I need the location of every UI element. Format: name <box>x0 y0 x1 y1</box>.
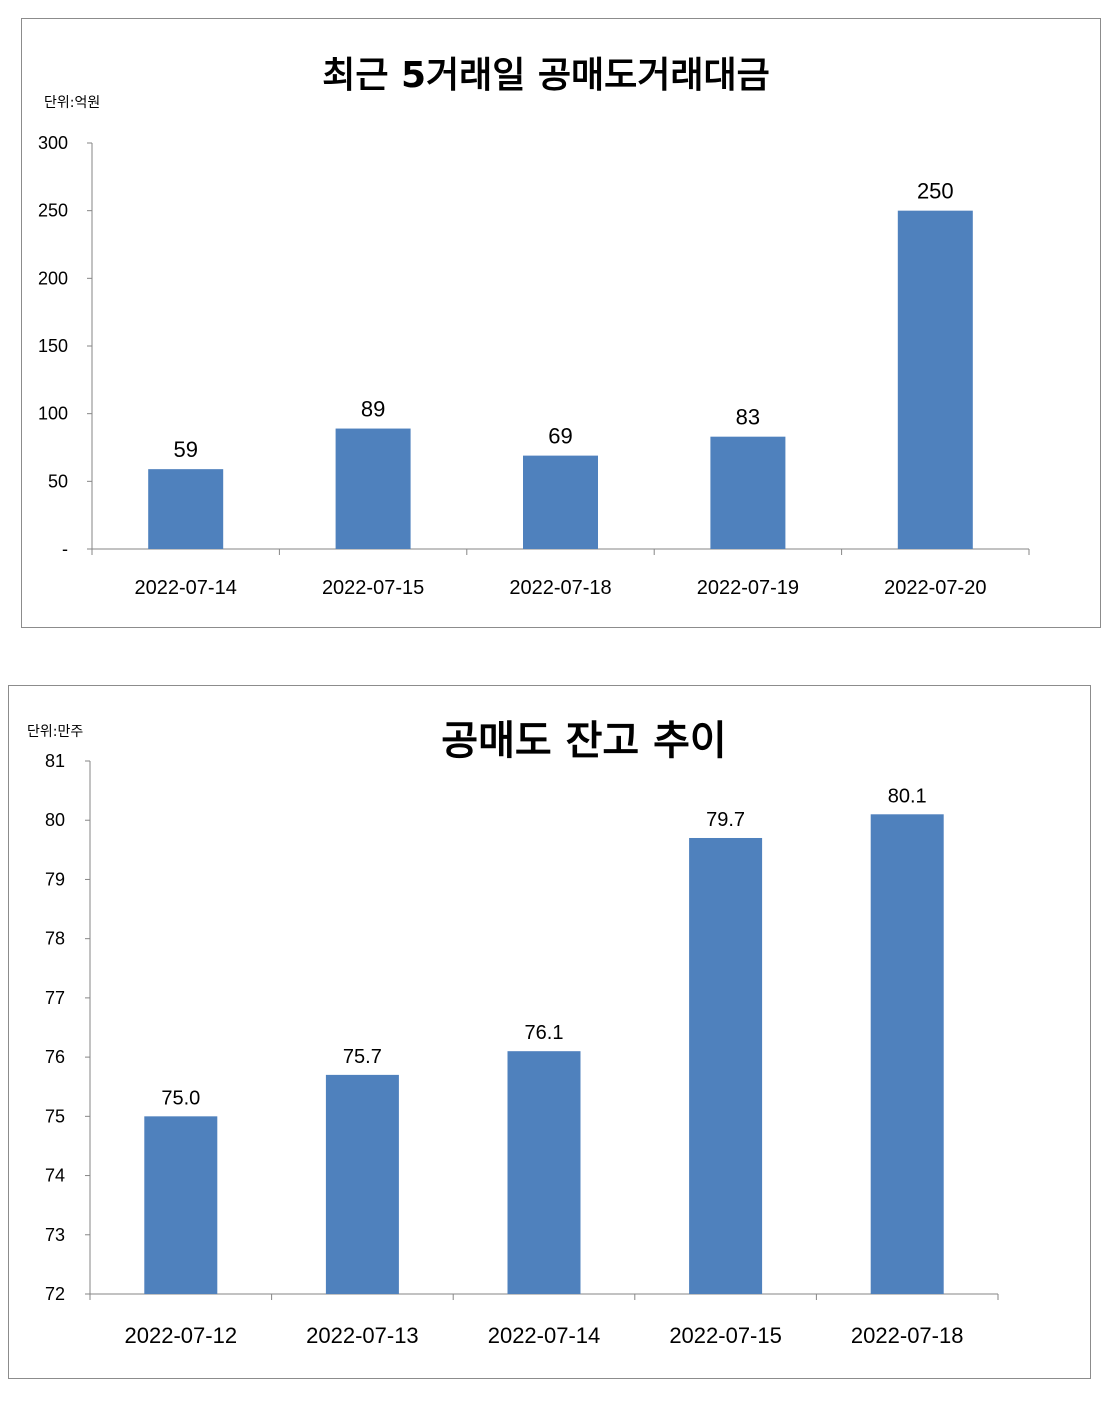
y-tick-label: 80 <box>45 810 65 830</box>
x-tick-label: 2022-07-19 <box>697 577 799 599</box>
y-tick-label: 200 <box>38 268 68 288</box>
y-tick-label: 81 <box>45 751 65 771</box>
bar <box>335 428 411 549</box>
data-label: 83 <box>736 405 760 430</box>
data-label: 250 <box>917 179 954 204</box>
data-label: 79.7 <box>706 809 745 831</box>
bar <box>325 1074 399 1294</box>
chart-panel-short-balance: 공매도 잔고 추이 단위:만주 72 73 74 75 76 77 78 79 80 81 75.0 20… <box>8 685 1091 1379</box>
x-tick-label: 2022-07-13 <box>306 1323 419 1348</box>
data-label: 76.1 <box>525 1022 564 1044</box>
y-tick-label: 74 <box>45 1166 65 1186</box>
bar <box>710 436 786 549</box>
unit-label: 단위:억원 <box>44 95 100 111</box>
y-tick-label: 100 <box>38 404 68 424</box>
x-tick-label: 2022-07-20 <box>884 577 986 599</box>
y-tick-label: 78 <box>45 929 65 949</box>
bar <box>523 455 598 549</box>
x-tick-label: 2022-07-18 <box>851 1323 964 1348</box>
y-tick-label: 150 <box>38 336 68 356</box>
bar <box>870 814 944 1294</box>
bar <box>148 469 224 549</box>
data-label: 80.1 <box>888 785 927 807</box>
data-label: 69 <box>548 424 572 449</box>
y-tick-label: 300 <box>38 133 68 153</box>
y-tick-label: 79 <box>45 869 65 889</box>
y-tick-label: 50 <box>48 471 68 491</box>
chart-title: 최근 5거래일 공매도거래대금 <box>322 55 770 96</box>
x-tick-label: 2022-07-15 <box>669 1323 782 1348</box>
bar <box>144 1116 218 1294</box>
y-tick-label: 76 <box>45 1047 65 1067</box>
bar <box>507 1051 581 1294</box>
y-tick-label: - <box>62 539 68 559</box>
bar <box>689 837 763 1294</box>
x-tick-label: 2022-07-18 <box>509 577 611 599</box>
y-tick-label: 72 <box>45 1284 65 1304</box>
x-tick-label: 2022-07-12 <box>125 1323 238 1348</box>
data-label: 75.7 <box>343 1046 382 1068</box>
bar <box>897 210 973 549</box>
y-tick-label: 75 <box>45 1106 65 1126</box>
unit-label: 단위:만주 <box>27 724 83 740</box>
data-label: 75.0 <box>161 1087 200 1109</box>
x-tick-label: 2022-07-15 <box>322 577 424 599</box>
y-tick-label: 250 <box>38 201 68 221</box>
x-tick-label: 2022-07-14 <box>488 1323 601 1348</box>
x-tick-label: 2022-07-14 <box>135 577 237 599</box>
bar-chart-short-balance: 공매도 잔고 추이 단위:만주 72 73 74 75 76 77 78 79 80 81 75.0 20… <box>27 718 999 1348</box>
y-tick-label: 73 <box>45 1225 65 1245</box>
data-label: 59 <box>173 437 197 462</box>
data-label: 89 <box>361 397 385 422</box>
y-tick-label: 77 <box>45 988 65 1008</box>
chart-title: 공매도 잔고 추이 <box>441 718 726 764</box>
